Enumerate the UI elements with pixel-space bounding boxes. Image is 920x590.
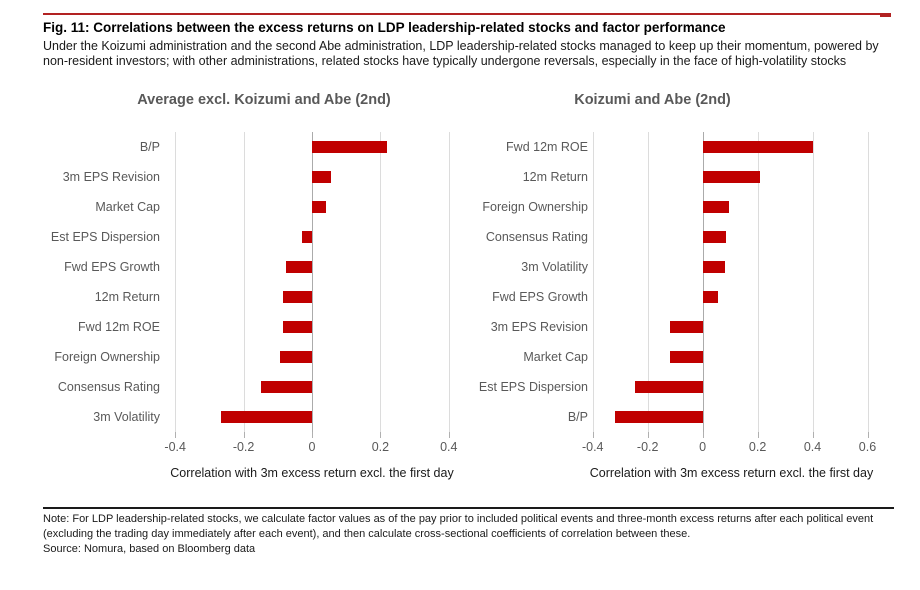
footer-note: Note: For LDP leadership-related stocks,…: [43, 512, 891, 557]
category-label: Consensus Rating: [57, 380, 160, 394]
axis-tick-label: -0.4: [164, 440, 186, 454]
category-label: B/P: [567, 410, 588, 424]
bar: [282, 291, 312, 303]
bar: [279, 351, 312, 363]
axis-tick-mark: [757, 432, 759, 438]
axis-tick-mark: [647, 432, 649, 438]
axis-tick-label: -0.4: [581, 440, 604, 454]
category-label: Fwd EPS Growth: [492, 290, 588, 304]
gridline: [647, 132, 649, 432]
gridline: [448, 132, 450, 432]
axis-tick-mark: [867, 432, 869, 438]
axis-tick-mark: [592, 432, 594, 438]
category-label: 12m Return: [522, 170, 588, 184]
bar: [669, 321, 703, 333]
bar: [286, 261, 312, 273]
category-label: 3m EPS Revision: [62, 170, 160, 184]
bar: [635, 381, 703, 393]
bar: [702, 171, 761, 183]
note-line-1: Note: For LDP leadership-related stocks,…: [43, 513, 874, 525]
axis-tick-label: 0.2: [748, 440, 767, 454]
category-label: Est EPS Dispersion: [478, 380, 588, 394]
bar: [312, 171, 331, 183]
chart-title: Koizumi and Abe (2nd): [574, 92, 731, 108]
category-labels: Fwd 12m ROE 12m Return Foreign Ownership Co…: [420, 132, 588, 432]
category-label: Est EPS Dispersion: [50, 230, 160, 244]
figure-subtitle-line-1: Under the Koizumi administration and the…: [43, 39, 879, 53]
bar: [702, 261, 725, 273]
category-label: Fwd 12m ROE: [78, 320, 160, 334]
category-labels: B/P 3m EPS Revision Market Cap Est EPS Disp…: [45, 132, 160, 432]
x-axis-label: Correlation with 3m excess return excl. …: [170, 466, 454, 480]
axis-tick-label: -0.2: [636, 440, 659, 454]
chart-koizumi-and-abe: Koizumi and Abe (2nd) Fwd 12m ROE 12m Ret…: [420, 88, 885, 500]
gridline: [380, 132, 382, 432]
category-label: Fwd EPS Growth: [64, 260, 160, 274]
bar: [312, 141, 388, 153]
figure-title: Fig. 11: Correlations between the excess…: [43, 20, 726, 35]
gridline: [867, 132, 869, 432]
chart-title: Average excl. Koizumi and Abe (2nd): [137, 92, 391, 108]
axis-tick-mark: [312, 432, 313, 438]
axis-tick-label: 0.6: [858, 440, 877, 454]
bar: [221, 411, 312, 423]
axis-tick-label: 0.4: [440, 440, 458, 454]
category-label: Market Cap: [523, 350, 588, 364]
zero-axis-line: [312, 132, 313, 432]
gridline: [757, 132, 759, 432]
axis-tick-label: -0.2: [232, 440, 255, 454]
plot-area: -0.4 -0.2 0 0.2 0.4: [141, 132, 483, 454]
category-label: Fwd 12m ROE: [506, 140, 588, 154]
category-label: 3m Volatility: [93, 410, 160, 424]
bar: [312, 201, 326, 213]
category-label: Market Cap: [95, 200, 160, 214]
axis-tick-mark: [448, 432, 450, 438]
bar: [702, 291, 718, 303]
zero-axis-line: [702, 132, 704, 432]
axis-tick-mark: [702, 432, 704, 438]
category-label: 3m EPS Revision: [490, 320, 588, 334]
axis-tick-mark: [380, 432, 382, 438]
top-red-rule-endcap: [880, 13, 891, 17]
axis-tick-mark: [812, 432, 814, 438]
category-label: Consensus Rating: [485, 230, 588, 244]
category-label: 3m Volatility: [521, 260, 588, 274]
axis-tick-label: 0: [699, 440, 707, 454]
axis-tick-label: 0: [308, 440, 316, 454]
axis-tick-label: 0.2: [371, 440, 390, 454]
category-label: 12m Return: [94, 290, 160, 304]
axis-tick-mark: [243, 432, 245, 438]
figure-subtitle-line-2: non-resident investors; with other admin…: [43, 53, 847, 68]
bar: [669, 351, 703, 363]
footer-separator-rule: [43, 507, 894, 509]
top-red-rule: [43, 13, 891, 15]
gridline: [175, 132, 177, 432]
category-label: B/P: [139, 140, 160, 154]
bar: [301, 231, 312, 243]
bar: [702, 231, 726, 243]
figure-subtitle: Under the Koizumi administration and the…: [43, 39, 895, 68]
bar: [260, 381, 312, 393]
category-label: Foreign Ownership: [54, 350, 160, 364]
gridline: [812, 132, 814, 432]
category-label: Foreign Ownership: [482, 200, 588, 214]
axis-tick-label: 0.4: [803, 440, 822, 454]
note-line-2: (excluding the trading day immediately a…: [43, 527, 691, 540]
bar: [702, 201, 729, 213]
plot-area: -0.4 -0.2 0 0.2 0.4 0.6: [579, 132, 884, 454]
x-axis-label: Correlation with 3m excess return excl. …: [589, 466, 874, 480]
axis-tick-mark: [175, 432, 177, 438]
bar: [282, 321, 312, 333]
gridline: [592, 132, 594, 432]
bar: [614, 411, 703, 423]
source-line: Source: Nomura, based on Bloomberg data: [43, 543, 256, 555]
chart-average-excl-koizumi-abe: Average excl. Koizumi and Abe (2nd) B/P 3…: [45, 88, 483, 500]
bar: [702, 141, 813, 153]
gridline: [243, 132, 245, 432]
